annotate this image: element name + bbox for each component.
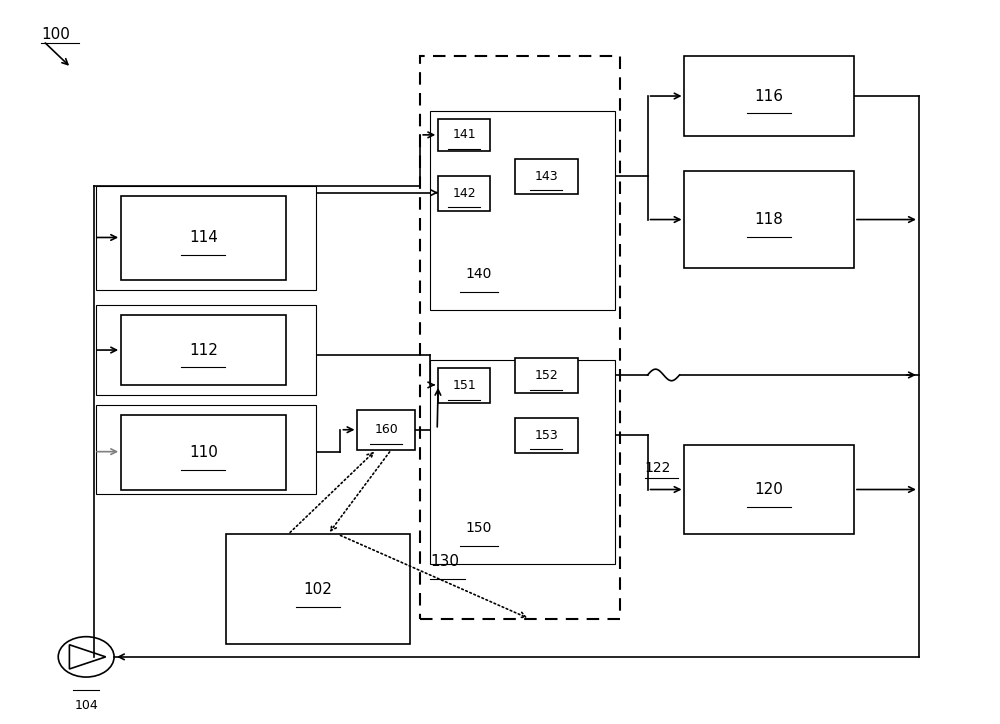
Bar <box>515 159 578 193</box>
Text: 116: 116 <box>755 88 784 104</box>
Bar <box>684 56 854 136</box>
Bar <box>515 418 578 452</box>
Text: 102: 102 <box>304 581 332 597</box>
Bar <box>420 56 620 619</box>
Text: 150: 150 <box>465 521 491 535</box>
Bar <box>96 405 316 494</box>
Text: 112: 112 <box>189 342 218 358</box>
Text: 104: 104 <box>74 699 98 712</box>
Bar <box>684 171 854 269</box>
Bar <box>121 315 286 385</box>
Text: 143: 143 <box>535 169 558 182</box>
Text: 130: 130 <box>430 554 459 568</box>
Text: 100: 100 <box>41 27 70 42</box>
Bar <box>357 410 415 450</box>
Text: 151: 151 <box>452 379 476 392</box>
Text: 110: 110 <box>189 445 218 460</box>
Bar <box>226 534 410 644</box>
Text: 160: 160 <box>374 424 398 437</box>
Text: 142: 142 <box>452 187 476 200</box>
Bar <box>121 195 286 280</box>
Bar <box>515 358 578 393</box>
Bar <box>438 119 490 151</box>
Bar <box>430 360 615 564</box>
Text: 114: 114 <box>189 230 218 245</box>
Text: 120: 120 <box>755 482 784 497</box>
Bar <box>430 111 615 310</box>
Text: 118: 118 <box>755 212 784 227</box>
Text: 153: 153 <box>534 429 558 442</box>
Bar <box>438 176 490 211</box>
Text: 140: 140 <box>465 267 491 282</box>
Bar <box>121 415 286 489</box>
Bar <box>438 368 490 403</box>
Text: 122: 122 <box>645 460 671 475</box>
Bar <box>684 445 854 534</box>
Text: 141: 141 <box>452 128 476 141</box>
Bar <box>96 306 316 395</box>
Bar <box>96 185 316 290</box>
Text: 152: 152 <box>534 369 558 382</box>
